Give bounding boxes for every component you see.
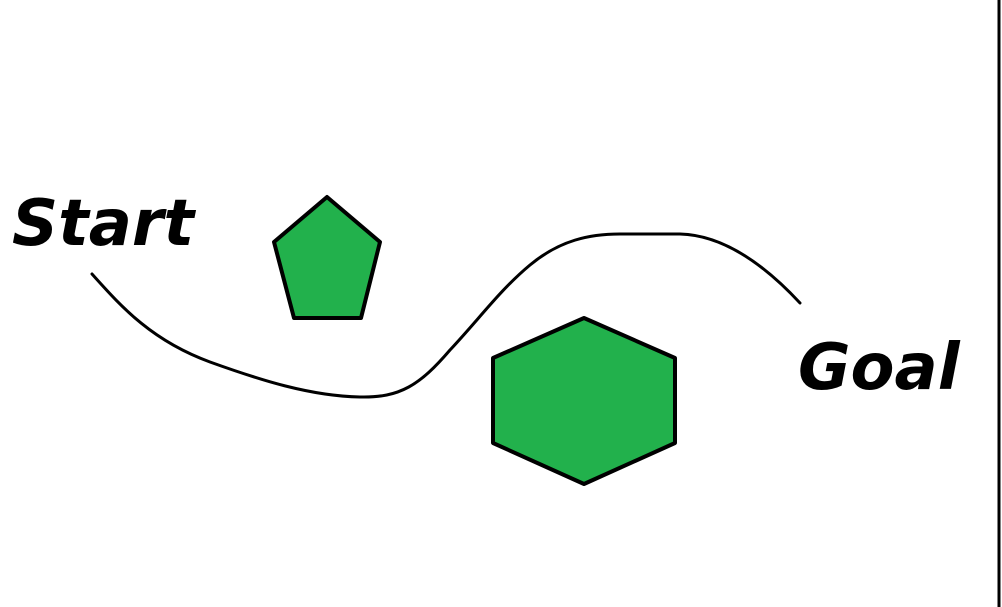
goal-label: Goal (798, 331, 960, 405)
start-label: Start (12, 187, 195, 261)
trajectory-path (90, 232, 802, 399)
pentagon-obstacle (272, 195, 382, 320)
hexagon-obstacle (491, 316, 677, 486)
